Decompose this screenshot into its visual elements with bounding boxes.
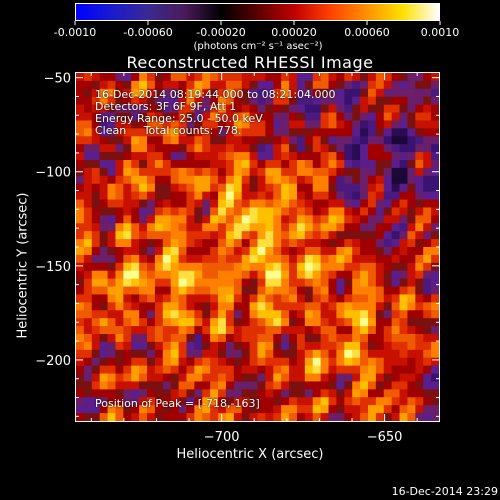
peak-position-text: Position of Peak = [-718,-163] (95, 397, 260, 410)
x-axis-label: Heliocentric X (arcsec) (176, 447, 324, 462)
generation-timestamp: 16-Dec-2014 23:29 (391, 485, 498, 498)
energy-range-text: Energy Range: 25.0 - 50.0 keV (95, 112, 263, 125)
color-scale-bar (75, 3, 440, 21)
colorbar-tick-label: -0.00020 (196, 26, 245, 39)
x-tick-label: −650 (367, 430, 403, 445)
colorbar-units: (photons cm⁻² s⁻¹ asec⁻²) (193, 41, 322, 52)
colorbar-tick-label: -0.0010 (54, 26, 96, 39)
detectors-text: Detectors: 3F 6F 9F, Att 1 (95, 100, 237, 113)
colorbar-ticks: -0.0010 -0.00060 -0.00020 0.00020 0.00060 0.0… (54, 21, 460, 52)
time-range-text: 16-Dec-2014 08:19:44.000 to 08:21:04.000 (95, 88, 336, 101)
image-plot-frame (75, 72, 440, 422)
reconstructed-image (76, 73, 439, 421)
y-tick-label: −50 (44, 72, 71, 87)
y-axis-label: Heliocentric Y (arcsec) (15, 192, 31, 339)
colorbar-tick-label: 0.0010 (421, 26, 460, 39)
y-tick-label: −100 (35, 166, 71, 181)
x-tick-label: −700 (204, 430, 240, 445)
y-tick-label: −150 (35, 260, 71, 275)
colorbar-tick-label: 0.00020 (271, 26, 317, 39)
y-tick-label: −200 (35, 354, 71, 369)
colorbar-tick-label: -0.00060 (123, 26, 172, 39)
plot-title: Reconstructed RHESSI Image (126, 53, 374, 72)
counts-text: Clean Total counts: 778. (95, 124, 242, 137)
colorbar-tick-label: 0.00060 (344, 26, 390, 39)
